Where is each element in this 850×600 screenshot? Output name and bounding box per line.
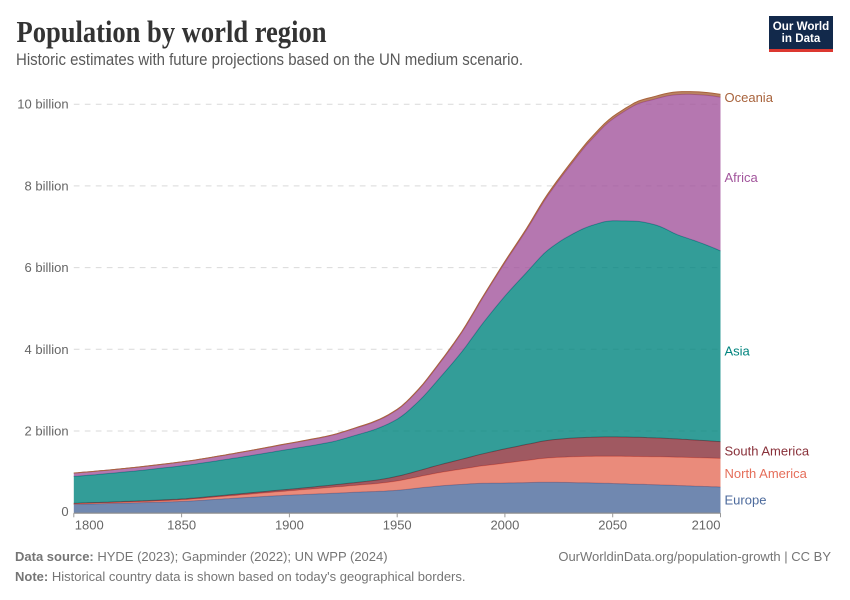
svg-text:1950: 1950 <box>383 518 412 533</box>
svg-text:2 billion: 2 billion <box>25 424 69 439</box>
svg-text:6 billion: 6 billion <box>25 260 69 275</box>
svg-text:1800: 1800 <box>75 518 104 533</box>
svg-text:2000: 2000 <box>490 518 519 533</box>
svg-text:10 billion: 10 billion <box>17 97 68 112</box>
svg-text:1900: 1900 <box>275 518 304 533</box>
svg-text:2050: 2050 <box>598 518 627 533</box>
svg-text:North America: North America <box>725 466 808 481</box>
svg-text:Population by world region: Population by world region <box>17 14 327 49</box>
svg-text:Africa: Africa <box>725 170 759 185</box>
svg-text:Asia: Asia <box>725 344 751 359</box>
svg-text:8 billion: 8 billion <box>25 178 69 193</box>
svg-text:0: 0 <box>61 504 68 519</box>
svg-text:1850: 1850 <box>167 518 196 533</box>
svg-text:Oceania: Oceania <box>725 90 774 105</box>
svg-text:Historic estimates with future: Historic estimates with future projectio… <box>16 51 523 69</box>
svg-text:Europe: Europe <box>725 493 767 508</box>
svg-text:2100: 2100 <box>692 518 721 533</box>
svg-text:South America: South America <box>725 444 810 459</box>
svg-text:4 billion: 4 billion <box>25 342 69 357</box>
